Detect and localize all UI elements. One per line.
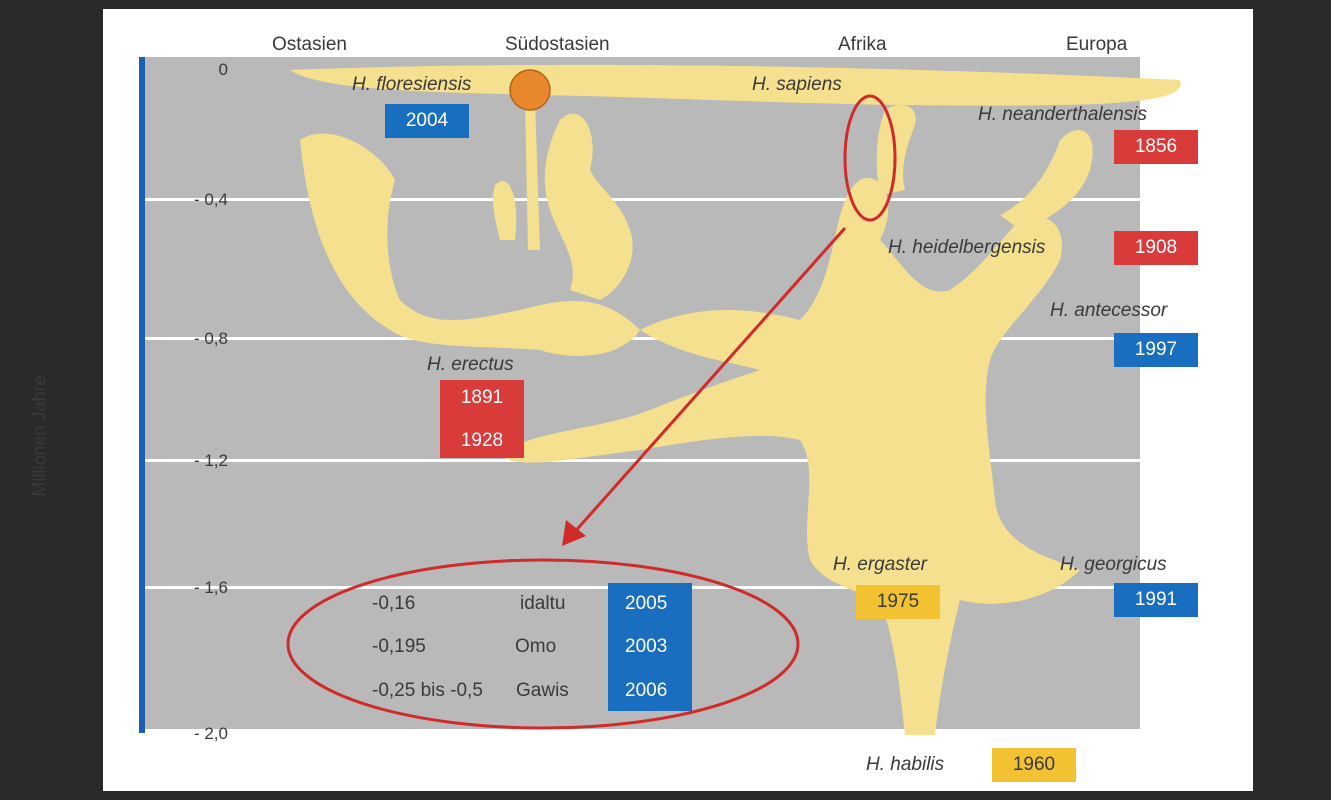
inset-age-3: -0,25 bis -0,5 <box>372 680 483 701</box>
blob-suedostasien <box>544 113 633 300</box>
label-floresiensis: H. floresiensis <box>352 74 472 95</box>
tick-0-4: - 0,4 <box>193 190 228 209</box>
blob-europa <box>1000 130 1093 230</box>
tick-0-8: - 0,8 <box>193 329 228 348</box>
year-erectus-2: 1928 <box>460 430 504 451</box>
tick-0: 0 <box>218 60 228 79</box>
floresiensis-marker <box>509 69 551 111</box>
lineage-blob <box>290 64 1181 735</box>
region-afrika: Afrika <box>838 34 887 55</box>
highlight-arrow-line <box>570 227 847 536</box>
tick-1-2: - 1,2 <box>193 451 228 470</box>
year-floresiensis: 2004 <box>385 104 469 138</box>
gridline-1-2 <box>145 459 1140 462</box>
tick-1-6: - 1,6 <box>193 578 228 597</box>
inset-age-1: -0,16 <box>372 593 416 614</box>
gridline-0-4 <box>145 198 1140 201</box>
inset-year-3: 2006 <box>625 680 668 701</box>
region-ostasien: Ostasien <box>272 34 347 55</box>
highlight-arrow-head <box>562 520 586 546</box>
label-neanderthalensis: H. neanderthalensis <box>978 104 1147 125</box>
blob-floresiensis-stem <box>525 100 540 250</box>
gridline-0-8 <box>145 337 1140 340</box>
inset-year-column <box>608 583 692 711</box>
label-antecessor: H. antecessor <box>1050 300 1168 321</box>
blob-ostasien <box>300 133 640 356</box>
label-sapiens: H. sapiens <box>752 74 842 95</box>
label-heidelbergensis: H. heidelbergensis <box>888 237 1046 258</box>
y-axis-bar <box>139 57 145 733</box>
blob-top-band <box>290 64 1181 106</box>
inset-site-3: Gawis <box>516 680 569 701</box>
inset-year-1: 2005 <box>625 593 668 614</box>
label-georgicus: H. georgicus <box>1060 554 1167 575</box>
sapiens-highlight-ellipse <box>843 94 897 222</box>
inset-site-2: Omo <box>515 636 557 657</box>
inset-year-2: 2003 <box>625 636 668 657</box>
label-erectus: H. erectus <box>427 354 514 375</box>
year-erectus-box: 1891 1928 <box>440 380 524 458</box>
inset-site-1: idaltu <box>520 593 566 614</box>
year-neanderthalensis: 1856 <box>1114 130 1198 164</box>
year-ergaster: 1975 <box>856 585 940 619</box>
year-georgicus: 1991 <box>1114 583 1198 617</box>
label-habilis: H. habilis <box>866 754 945 775</box>
blob-branch-mid <box>492 181 517 240</box>
year-habilis: 1960 <box>992 748 1076 782</box>
inset-age-2: -0,195 <box>372 636 426 657</box>
year-antecessor: 1997 <box>1114 333 1198 367</box>
year-heidelbergensis: 1908 <box>1114 231 1198 265</box>
label-ergaster: H. ergaster <box>833 554 927 575</box>
tick-2-0: - 2,0 <box>193 724 228 743</box>
region-suedostasien: Südostasien <box>505 34 610 55</box>
y-axis-label: Millionen Jahre <box>29 375 50 497</box>
inset-ellipse <box>286 558 800 730</box>
region-europa: Europa <box>1066 34 1128 55</box>
year-erectus-1: 1891 <box>460 387 504 408</box>
